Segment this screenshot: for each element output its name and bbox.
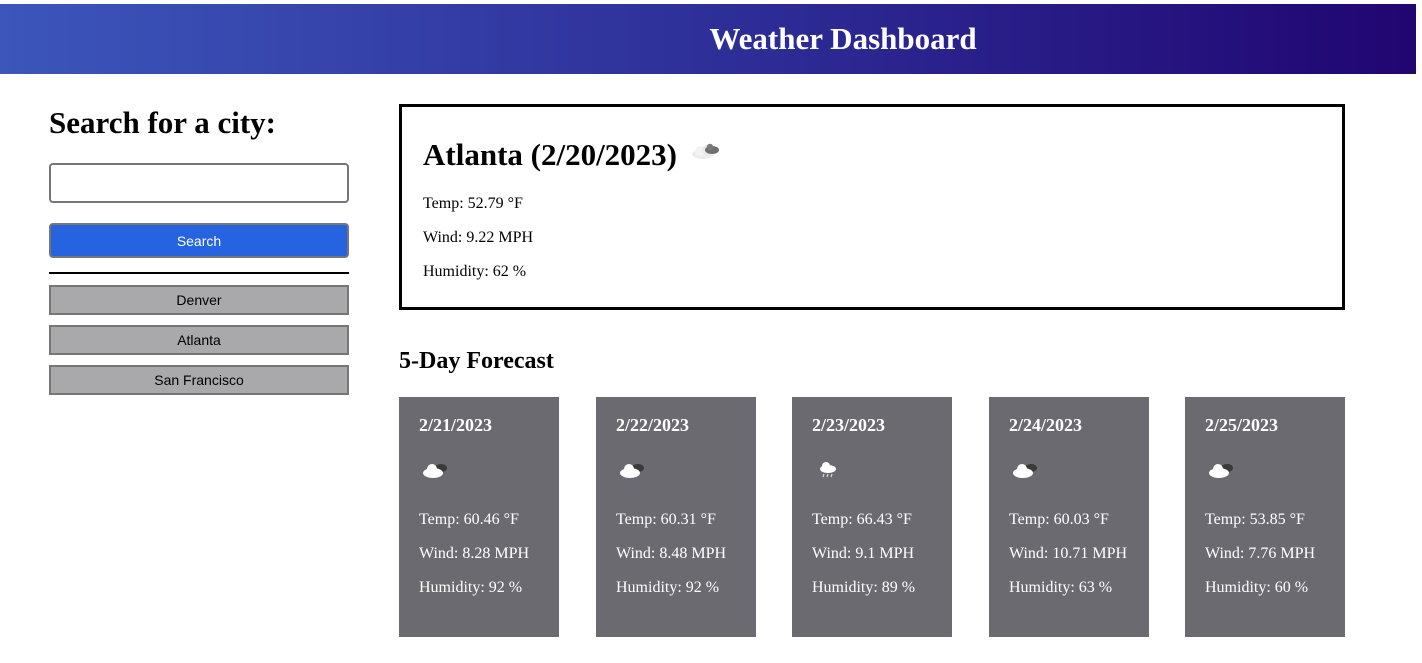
forecast-temp: Temp: 60.03 °F: [1009, 511, 1109, 528]
forecast-wind: Wind: 9.1 MPH: [812, 545, 915, 562]
forecast-heading: 5-Day Forecast: [399, 348, 554, 374]
search-sidebar: Search for a city: Search Denver Atlanta…: [49, 104, 349, 395]
history-button-denver[interactable]: Denver: [49, 285, 349, 315]
forecast-temp: Temp: 66.43 °F: [812, 511, 912, 528]
search-history-list: Denver Atlanta San Francisco: [49, 285, 349, 405]
forecast-date: 2/21/2023: [419, 415, 493, 435]
forecast-card: 2/22/2023 Temp: 60.31 °F Wind: 8.48 MPH …: [596, 397, 756, 637]
page-title: Weather Dashboard: [709, 21, 977, 56]
current-temp: Temp: 52.79 °F: [423, 195, 523, 212]
forecast-humidity: Humidity: 63 %: [1009, 579, 1113, 596]
forecast-card: 2/21/2023 Temp: 60.46 °F Wind: 8.28 MPH …: [399, 397, 559, 637]
search-heading: Search for a city:: [49, 105, 276, 140]
forecast-temp: Temp: 53.85 °F: [1205, 511, 1305, 528]
broken-clouds-icon: [689, 140, 723, 167]
forecast-humidity: Humidity: 92 %: [616, 579, 720, 596]
current-wind: Wind: 9.22 MPH: [423, 229, 534, 246]
forecast-date: 2/25/2023: [1205, 415, 1279, 435]
forecast-card: 2/25/2023 Temp: 53.85 °F Wind: 7.76 MPH …: [1185, 397, 1345, 637]
rain-icon: [814, 461, 842, 484]
forecast-wind: Wind: 10.71 MPH: [1009, 545, 1128, 562]
divider: [49, 272, 349, 274]
forecast-date: 2/23/2023: [812, 415, 886, 435]
current-humidity: Humidity: 62 %: [423, 263, 527, 280]
cloud-icon: [1011, 461, 1039, 484]
cloud-icon: [618, 461, 646, 484]
forecast-wind: Wind: 8.48 MPH: [616, 545, 727, 562]
forecast-humidity: Humidity: 60 %: [1205, 579, 1309, 596]
forecast-temp: Temp: 60.46 °F: [419, 511, 519, 528]
forecast-card: 2/24/2023 Temp: 60.03 °F Wind: 10.71 MPH…: [989, 397, 1149, 637]
header-banner: Weather Dashboard: [0, 4, 1416, 74]
current-weather-card: Atlanta (2/20/2023) Temp: 52.79 °F Wind:…: [399, 104, 1345, 310]
forecast-date: 2/22/2023: [616, 415, 690, 435]
city-search-input[interactable]: [49, 163, 349, 203]
forecast-humidity: Humidity: 89 %: [812, 579, 916, 596]
forecast-wind: Wind: 8.28 MPH: [419, 545, 530, 562]
cloud-icon: [421, 461, 449, 484]
forecast-wind: Wind: 7.76 MPH: [1205, 545, 1316, 562]
forecast-temp: Temp: 60.31 °F: [616, 511, 716, 528]
history-button-atlanta[interactable]: Atlanta: [49, 325, 349, 355]
forecast-date: 2/24/2023: [1009, 415, 1083, 435]
forecast-humidity: Humidity: 92 %: [419, 579, 523, 596]
history-button-san-francisco[interactable]: San Francisco: [49, 365, 349, 395]
current-city-title: Atlanta (2/20/2023): [423, 137, 678, 172]
search-button[interactable]: Search: [49, 223, 349, 258]
cloud-icon: [1207, 461, 1235, 484]
forecast-card: 2/23/2023 Temp: 66.43 °F Wind: 9.1 MPH H…: [792, 397, 952, 637]
current-weather-header: Atlanta (2/20/2023): [423, 137, 723, 173]
